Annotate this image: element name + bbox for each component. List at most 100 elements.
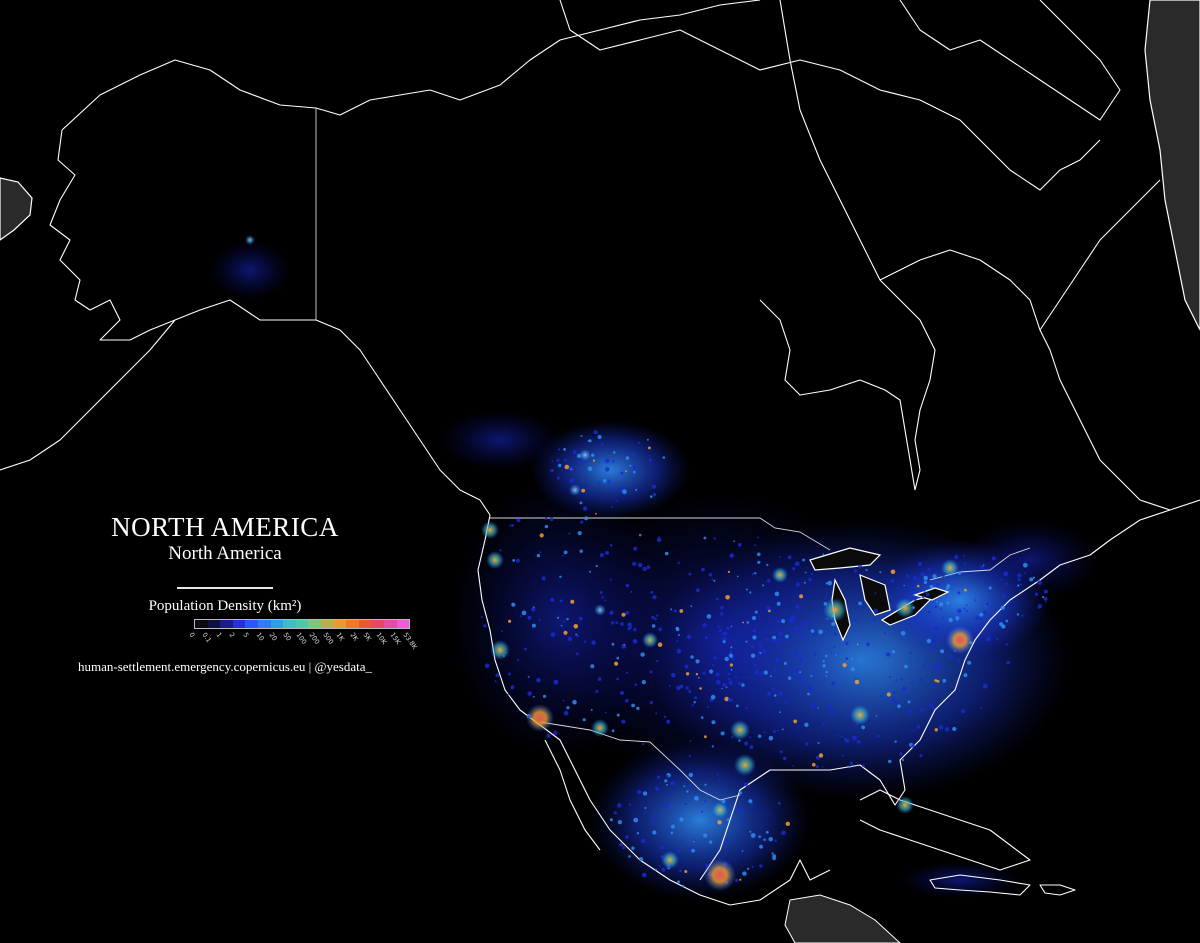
settlement-dot <box>926 638 932 644</box>
legend-tick: 15K <box>388 631 402 646</box>
city-hotspot <box>850 705 870 725</box>
settlement-dot <box>681 839 684 842</box>
settlement-dot <box>727 570 731 574</box>
settlement-dot <box>794 626 799 632</box>
settlement-dot <box>725 595 730 600</box>
legend-swatch <box>346 620 359 628</box>
settlement-dot <box>718 630 721 633</box>
settlement-dot <box>499 549 502 552</box>
settlement-dot <box>582 718 586 722</box>
settlement-dot <box>795 582 800 587</box>
settlement-dot <box>736 704 739 708</box>
settlement-dot <box>932 574 937 579</box>
settlement-dot <box>605 467 610 472</box>
great-lakes <box>809 547 950 642</box>
settlement-dot <box>655 786 660 791</box>
settlement-dot <box>797 675 803 681</box>
settlement-dot <box>696 588 700 593</box>
settlement-dot <box>720 606 724 610</box>
settlement-dot <box>584 640 587 643</box>
settlement-dot <box>934 605 938 609</box>
settlement-dot <box>904 664 908 669</box>
settlement-dot <box>637 562 643 568</box>
settlement-dot <box>749 830 752 833</box>
settlement-dot <box>512 559 516 562</box>
settlement-dot <box>854 679 860 685</box>
settlement-dot <box>774 839 777 842</box>
settlement-dot <box>923 591 926 594</box>
settlement-dot <box>695 659 700 664</box>
settlement-dot <box>942 678 947 683</box>
settlement-dot <box>570 599 575 604</box>
city-hotspot <box>895 598 915 618</box>
settlement-dot <box>1042 595 1045 599</box>
settlement-dot <box>715 672 720 677</box>
city-hotspot <box>591 719 609 737</box>
settlement-dot <box>684 870 688 873</box>
settlement-dot <box>900 630 906 636</box>
legend-tick: 5 <box>240 631 250 639</box>
settlement-dot <box>778 631 783 636</box>
settlement-dot <box>576 634 580 638</box>
settlement-dot <box>774 591 780 597</box>
settlement-dot <box>810 629 815 633</box>
settlement-dot <box>777 729 779 732</box>
legend-tick: 20 <box>267 631 279 643</box>
settlement-dot <box>1017 573 1022 578</box>
settlement-dot <box>1017 584 1020 587</box>
settlement-dot <box>724 656 729 662</box>
settlement-dot <box>722 631 727 636</box>
settlement-dot <box>611 729 615 733</box>
settlement-dot <box>911 744 915 748</box>
settlement-dot <box>735 676 738 679</box>
settlement-dot <box>620 622 624 626</box>
settlement-dot <box>566 617 569 621</box>
settlement-dot <box>578 616 583 621</box>
settlement-dot <box>929 584 934 589</box>
settlement-dot <box>688 572 692 576</box>
settlement-dot <box>641 838 646 844</box>
settlement-dot <box>804 571 807 574</box>
settlement-dot <box>792 567 796 571</box>
settlement-dot <box>556 616 560 619</box>
settlement-dot <box>790 615 796 621</box>
settlement-dot <box>720 612 724 616</box>
settlement-dot <box>753 663 757 667</box>
settlement-dot <box>692 839 695 841</box>
settlement-dot <box>834 653 837 656</box>
settlement-dot <box>985 602 990 607</box>
settlement-dot <box>927 568 931 571</box>
settlement-dot <box>679 609 684 613</box>
settlement-dot <box>937 662 941 667</box>
settlement-dot <box>929 702 934 707</box>
settlement-dot <box>595 564 598 568</box>
settlement-dot <box>527 615 532 620</box>
settlement-dot <box>713 537 716 540</box>
settlement-dot <box>807 692 810 696</box>
settlement-dot <box>1037 580 1042 585</box>
settlement-dot <box>772 687 775 691</box>
legend-tick: 100 <box>294 631 309 646</box>
settlement-dot <box>550 632 556 637</box>
settlement-dot <box>801 681 805 685</box>
coastlines <box>0 0 1200 906</box>
settlement-dot <box>551 460 554 462</box>
settlement-dot <box>670 780 675 786</box>
legend-swatch <box>396 620 410 628</box>
settlement-dot <box>671 672 676 678</box>
settlement-dot <box>591 640 596 646</box>
settlement-dot <box>804 722 809 727</box>
settlement-dot <box>644 807 647 809</box>
settlement-dot <box>798 628 802 631</box>
settlement-dot <box>932 665 936 670</box>
settlement-dot <box>637 789 642 795</box>
settlement-dot <box>776 638 781 643</box>
settlement-dot <box>822 660 825 663</box>
settlement-dot <box>646 565 651 569</box>
settlement-dot <box>785 821 790 826</box>
settlement-dot <box>776 601 781 606</box>
settlement-dot <box>644 811 646 813</box>
settlement-dot <box>621 612 626 617</box>
settlement-dot <box>725 686 728 689</box>
settlement-dot <box>965 609 968 613</box>
